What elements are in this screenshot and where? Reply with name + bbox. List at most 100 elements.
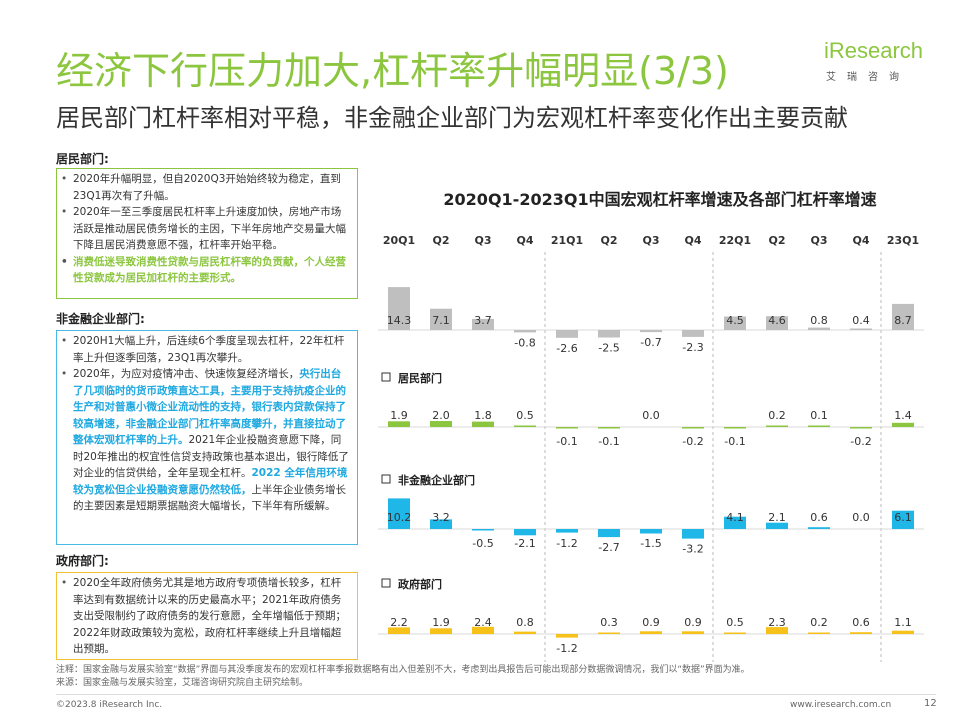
data-label: -2.3	[682, 341, 703, 354]
category-label: Q2	[600, 234, 617, 247]
legend-label: 政府部门	[398, 577, 442, 591]
bar	[724, 316, 746, 330]
data-label: 0.9	[642, 616, 660, 629]
section-government-title: 政府部门:	[56, 554, 109, 568]
data-label: 0.8	[810, 314, 828, 327]
data-label: 0.6	[852, 616, 870, 629]
bar	[682, 529, 704, 539]
data-label: 2.0	[432, 409, 450, 422]
bar	[724, 516, 746, 529]
data-label: 1.9	[432, 616, 450, 629]
note-text: 注释：国家金融与发展实验室“数据”界面与其没季度发布的宏观杠杆率季报数据略有出入…	[56, 665, 750, 675]
household-bullet-2: 2020年一至三季度居民杠杆率上升速度加快，房地产市场活跃是推动居民债务增长的主…	[61, 204, 351, 254]
data-label: -2.1	[514, 537, 535, 550]
data-label: 0.2	[768, 409, 786, 422]
enterprise-bullet-2: 2020年，为应对疫情冲击、快速恢复经济增长，央行出台了几项临时的货币政策直达工…	[61, 366, 351, 515]
data-label: 0.6	[810, 511, 828, 524]
household-box: 2020年升幅明显，但自2020Q3开始始终较为稳定，直到23Q1再次有了升幅。…	[56, 168, 358, 299]
data-label: -1.5	[640, 537, 661, 550]
enterprise-highlight-1: 央行出台了几项临时的货币政策直达工具，主要用于支持抗疫企业的生产和对普惠小微企业…	[73, 368, 346, 446]
bar	[598, 529, 620, 538]
bar	[388, 627, 410, 634]
bar	[892, 510, 914, 529]
data-label: 6.1	[894, 511, 912, 524]
source-text: 来源：国家金融与发展实验室，艾瑞咨询研究院自主研究绘制。	[56, 678, 309, 688]
data-label: -0.2	[850, 435, 871, 448]
bar	[598, 427, 620, 429]
bar	[640, 529, 662, 534]
enterprise-box: 2020H1大幅上升，后连续6个季度呈现去杠杆，22年杠杆率上升但逐季回落，23…	[56, 330, 358, 545]
enterprise-text-e: 上半年企业债务增长的主要因素是短期票据融资大幅增长，下半年有所缓解。	[73, 483, 346, 513]
leverage-bar-chart: 20Q1 Q2 Q3 Q4 21Q1 Q2 Q3 Q4 22Q1 Q2 Q3 Q4 23Q1 14.3 7.…	[378, 234, 924, 662]
category-label: Q3	[810, 234, 827, 247]
data-label: -0.1	[556, 435, 577, 448]
category-label: Q4	[516, 234, 533, 247]
footer-copyright: ©2023.8 iResearch Inc.	[56, 700, 163, 710]
data-label: 7.1	[432, 314, 450, 327]
category-label: 20Q1	[383, 234, 415, 247]
bar	[808, 425, 830, 427]
notes: 注释：国家金融与发展实验室“数据”界面与其没季度发布的宏观杠杆率季报数据略有出入…	[56, 664, 936, 690]
data-label: -3.2	[682, 543, 703, 556]
bar	[556, 427, 578, 429]
bar	[724, 427, 746, 429]
legend-label: 非金融企业部门	[398, 473, 475, 487]
logo-chinese: 艾瑞咨询	[826, 72, 910, 83]
category-label: 22Q1	[719, 234, 751, 247]
data-label: -2.5	[598, 342, 619, 355]
data-label: 3.7	[474, 314, 492, 327]
bar	[682, 330, 704, 337]
data-label: -2.6	[556, 342, 577, 355]
bar	[766, 425, 788, 427]
enterprise-text-c: 2021年企业投融资意愿下降，同时20年推出的权宜性信贷支持政策也基本退出，银行…	[73, 434, 349, 479]
data-label: 1.4	[894, 409, 912, 422]
bar	[766, 627, 788, 634]
data-label: 0.3	[600, 616, 618, 629]
bar	[472, 318, 494, 330]
legend-marker	[381, 372, 391, 382]
bar	[556, 330, 578, 338]
bar	[850, 427, 872, 429]
bar	[850, 328, 872, 330]
bar	[556, 634, 578, 638]
bar	[808, 327, 830, 330]
data-label: 4.1	[726, 511, 744, 524]
category-label: 23Q1	[887, 234, 919, 247]
bar	[766, 316, 788, 330]
bar	[514, 631, 536, 634]
bar	[724, 632, 746, 634]
government-bullet-1: 2020全年政府债务尤其是地方政府专项债增长较多，杠杆率达到有数据统计以来的历史…	[61, 575, 351, 658]
data-label: -0.5	[472, 537, 493, 550]
section-household-title: 居民部门:	[56, 152, 109, 166]
data-label: 2.3	[768, 616, 786, 629]
bar	[388, 287, 410, 330]
data-label: 10.2	[387, 511, 412, 524]
bar	[892, 630, 914, 634]
bar	[514, 529, 536, 536]
bar	[556, 529, 578, 533]
bar	[850, 632, 872, 634]
bar	[598, 330, 620, 338]
household-bullet-3: 消费低迷导致消费性贷款与居民杠杆率的负贡献，个人经营性贷款成为居民加杠杆的主要形…	[61, 254, 351, 287]
logo-wordmark: iResearch	[824, 38, 924, 63]
bar	[892, 422, 914, 427]
bar	[472, 421, 494, 427]
bar	[598, 632, 620, 634]
footer-divider	[56, 694, 936, 695]
data-label: 0.8	[516, 616, 534, 629]
bar	[808, 527, 830, 529]
data-label: -0.1	[598, 435, 619, 448]
data-label: 4.6	[768, 314, 786, 327]
bar	[430, 519, 452, 529]
enterprise-highlight-2: 2022 全年信用环境较为宽松但企业投融资意愿仍然较低，	[73, 467, 348, 496]
category-label: Q4	[684, 234, 701, 247]
bar	[472, 529, 494, 531]
data-label: 8.7	[894, 314, 912, 327]
data-label: 0.2	[810, 616, 828, 629]
iresearch-logo: iResearch 艾瑞咨询	[824, 38, 934, 88]
page-number: 12	[924, 698, 937, 709]
bar	[430, 308, 452, 330]
data-label: -0.1	[724, 435, 745, 448]
household-bullet-1: 2020年升幅明显，但自2020Q3开始始终较为稳定，直到23Q1再次有了升幅。	[61, 171, 351, 204]
data-label: 0.0	[852, 511, 870, 524]
